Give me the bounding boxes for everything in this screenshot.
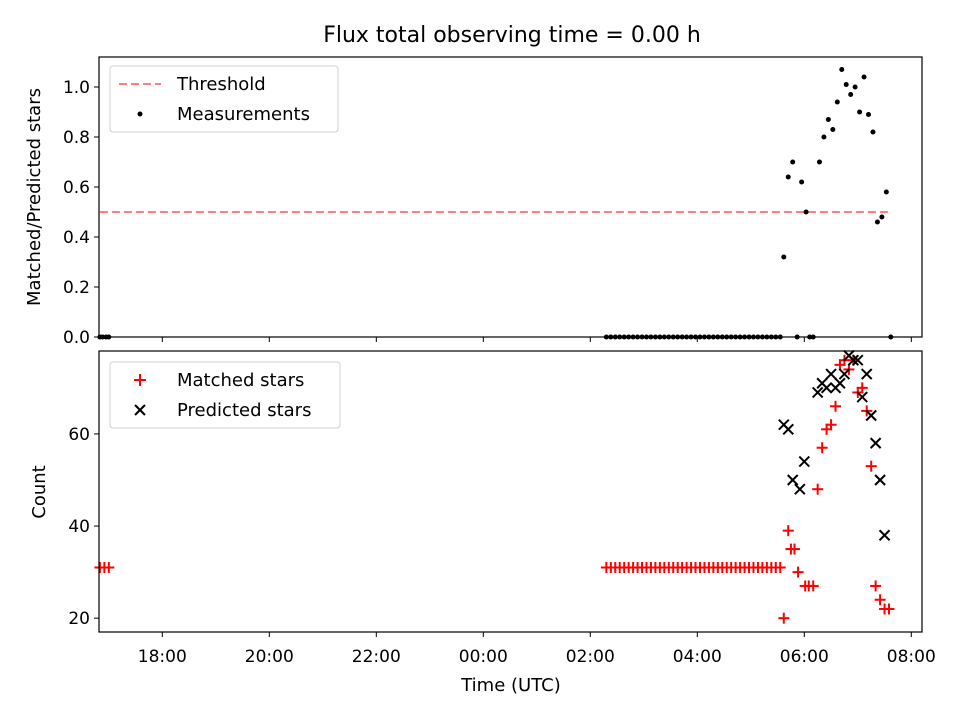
bottom-y-tick-label: 20 [68,609,90,629]
top-y-ticks: 0.0 0.2 0.4 0.6 0.8 1.0 [63,78,99,348]
top-y-tick-label: 0.6 [63,178,90,198]
matched-point [807,580,819,592]
matched-points [94,354,895,624]
measurement-point [834,99,840,105]
predicted-point [825,368,837,380]
matched-point [812,483,824,495]
matched-point [778,612,790,624]
figure-title: Flux total observing time = 0.00 h [323,23,701,48]
top-legend: Threshold Measurements [109,65,339,133]
measurement-point [839,67,845,72]
x-tick-label: 00:00 [459,647,508,667]
x-tick-label: 08:00 [887,647,936,667]
measurement-point [785,174,791,180]
measurement-point [861,74,867,80]
x-tick-label: 04:00 [673,647,722,667]
legend-matched-label: Matched stars [177,370,304,391]
measurement-point [848,92,854,97]
measurement-point [857,109,863,115]
top-y-tick-label: 0.0 [63,328,90,348]
top-ylabel: Matched/Predicted stars [24,88,45,306]
measurement-point [870,129,876,135]
predicted-point [865,409,877,422]
measurement-point [781,254,787,260]
measurement-point [874,219,880,225]
legend-measurements-label: Measurements [177,104,310,125]
legend-predicted-swatch [134,404,146,416]
legend-matched-swatch [134,374,146,386]
x-tick-label: 22:00 [352,647,401,667]
top-y-tick-label: 0.2 [63,278,90,298]
top-plot-frame [98,56,923,338]
top-y-tick-label: 0.4 [63,228,90,248]
predicted-point [834,377,846,389]
bottom-legend: Matched stars Predicted stars [109,361,341,429]
predicted-point [811,386,824,399]
bottom-panel: Count 20 40 60 18:00 20:00 22:00 00:00 02:00 04… [29,349,936,696]
top-panel: Matched/Predicted stars 0.0 0.2 0.4 0.6 0.8 1… [24,56,923,348]
predicted-point [874,474,886,486]
matched-point [103,562,115,574]
predicted-point [847,354,860,366]
x-tick-label: 20:00 [245,647,294,667]
legend-predicted-label: Predicted stars [177,400,311,421]
bottom-y-ticks: 20 40 60 [68,425,99,629]
predicted-point [852,354,864,366]
matched-point [830,400,842,412]
x-axis-label: Time (UTC) [460,675,561,696]
matched-point [870,580,882,592]
top-y-tick-label: 0.8 [63,128,90,148]
matched-point [788,543,800,555]
legend-measurements-swatch [137,111,143,117]
matched-point [883,603,895,615]
legend-threshold-label: Threshold [176,74,266,95]
bottom-ylabel: Count [29,465,50,518]
top-legend-box [109,65,339,133]
matched-point [774,562,786,574]
measurement-point [830,127,836,132]
matched-point [865,460,877,472]
matched-point [856,382,868,394]
measurement-point [821,134,827,140]
bottom-y-tick-label: 60 [68,425,90,445]
matched-point [816,442,828,454]
measurement-point [816,159,822,165]
top-x-ticks [161,337,912,342]
measurement-point [852,84,858,90]
measurement-point [883,189,889,195]
predicted-point [838,368,851,380]
predicted-point [878,529,891,541]
bottom-plot-frame [98,350,923,633]
bottom-y-tick-label: 40 [68,517,90,537]
predicted-point [861,368,873,380]
predicted-point [794,483,806,495]
measurement-point [790,159,796,165]
predicted-points [778,349,891,541]
predicted-point [798,455,811,468]
measurement-point [825,117,831,122]
predicted-point [787,474,799,486]
matched-point [825,419,837,431]
bottom-legend-box [109,361,341,429]
bottom-x-ticks: 18:00 20:00 22:00 00:00 02:00 04:00 06:00 08:00 [138,632,936,667]
measurement-point [866,112,872,117]
measurement-point [843,82,849,87]
measurement-point [803,209,809,215]
measurement-point [799,179,805,185]
x-tick-label: 18:00 [138,647,187,667]
predicted-point [856,391,868,403]
x-tick-label: 06:00 [780,647,829,667]
top-y-tick-label: 1.0 [63,78,90,98]
predicted-point [820,382,833,394]
measurement-point [879,214,885,220]
matched-point [874,594,886,606]
predicted-point [869,437,882,449]
matched-point [782,525,794,537]
x-tick-label: 02:00 [566,647,615,667]
matched-point [792,566,804,578]
predicted-point [782,423,794,436]
